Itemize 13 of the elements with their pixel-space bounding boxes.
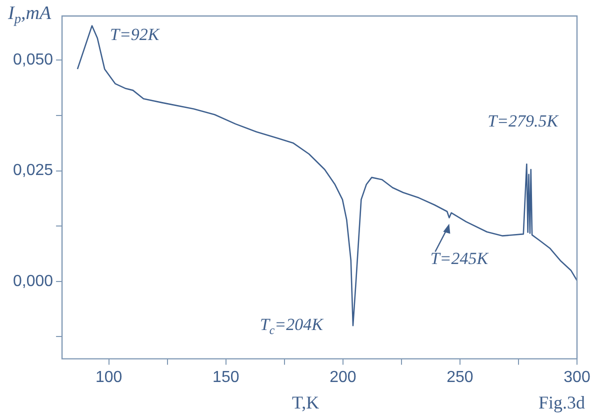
x-tick-label: 100: [96, 368, 122, 386]
annotation: T=92K: [110, 25, 161, 44]
x-tick-label: 250: [446, 368, 474, 386]
annotation: T=279.5K: [488, 112, 560, 131]
x-axis-title: T,K: [292, 392, 320, 413]
y-tick-label: 0,025: [12, 162, 54, 180]
x-tick-label: 300: [564, 368, 590, 386]
x-tick-label: 200: [330, 368, 356, 386]
y-tick-label: 0,050: [12, 52, 54, 69]
y-tick-label: 0,000: [12, 272, 54, 290]
annotation: T=245K: [430, 249, 490, 268]
x-tick-label: 150: [212, 368, 240, 386]
caption: Fig.3d: [538, 392, 585, 413]
